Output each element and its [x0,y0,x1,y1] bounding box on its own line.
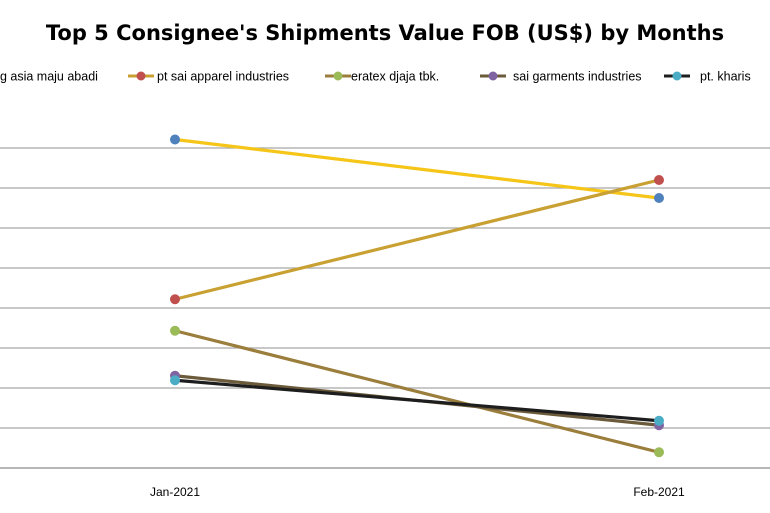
series-line [173,329,661,454]
x-tick-label: Feb-2021 [633,485,685,499]
data-point [654,193,664,203]
legend-marker [333,71,343,81]
legend-marker [136,71,146,81]
legend-label: sai garments industries [513,70,642,84]
series-markers [170,134,664,458]
legend-marker [488,71,498,81]
data-point [170,294,180,305]
series-line [173,178,661,301]
data-point [170,325,180,336]
legend-label: ng asia maju abadi [0,70,98,84]
gridlines [0,147,770,469]
legend: ng asia maju abadi pt sai apparel industr… [0,70,751,84]
data-point [654,175,664,185]
data-point [170,375,180,386]
x-tick-label: Jan-2021 [150,485,200,499]
chart-title: Top 5 Consignee's Shipments Value FOB (U… [46,21,724,45]
data-point [654,447,664,458]
series-line [173,378,661,423]
legend-marker [672,71,682,81]
legend-label: eratex djaja tbk. [351,70,439,84]
legend-label: pt sai apparel industries [157,70,289,84]
x-axis-ticks: Jan-2021 Feb-2021 [150,485,685,499]
data-point [170,134,180,145]
series-lines [173,137,661,454]
data-point [654,415,664,426]
legend-label: pt. kharis [700,70,751,84]
series-line [173,137,661,200]
